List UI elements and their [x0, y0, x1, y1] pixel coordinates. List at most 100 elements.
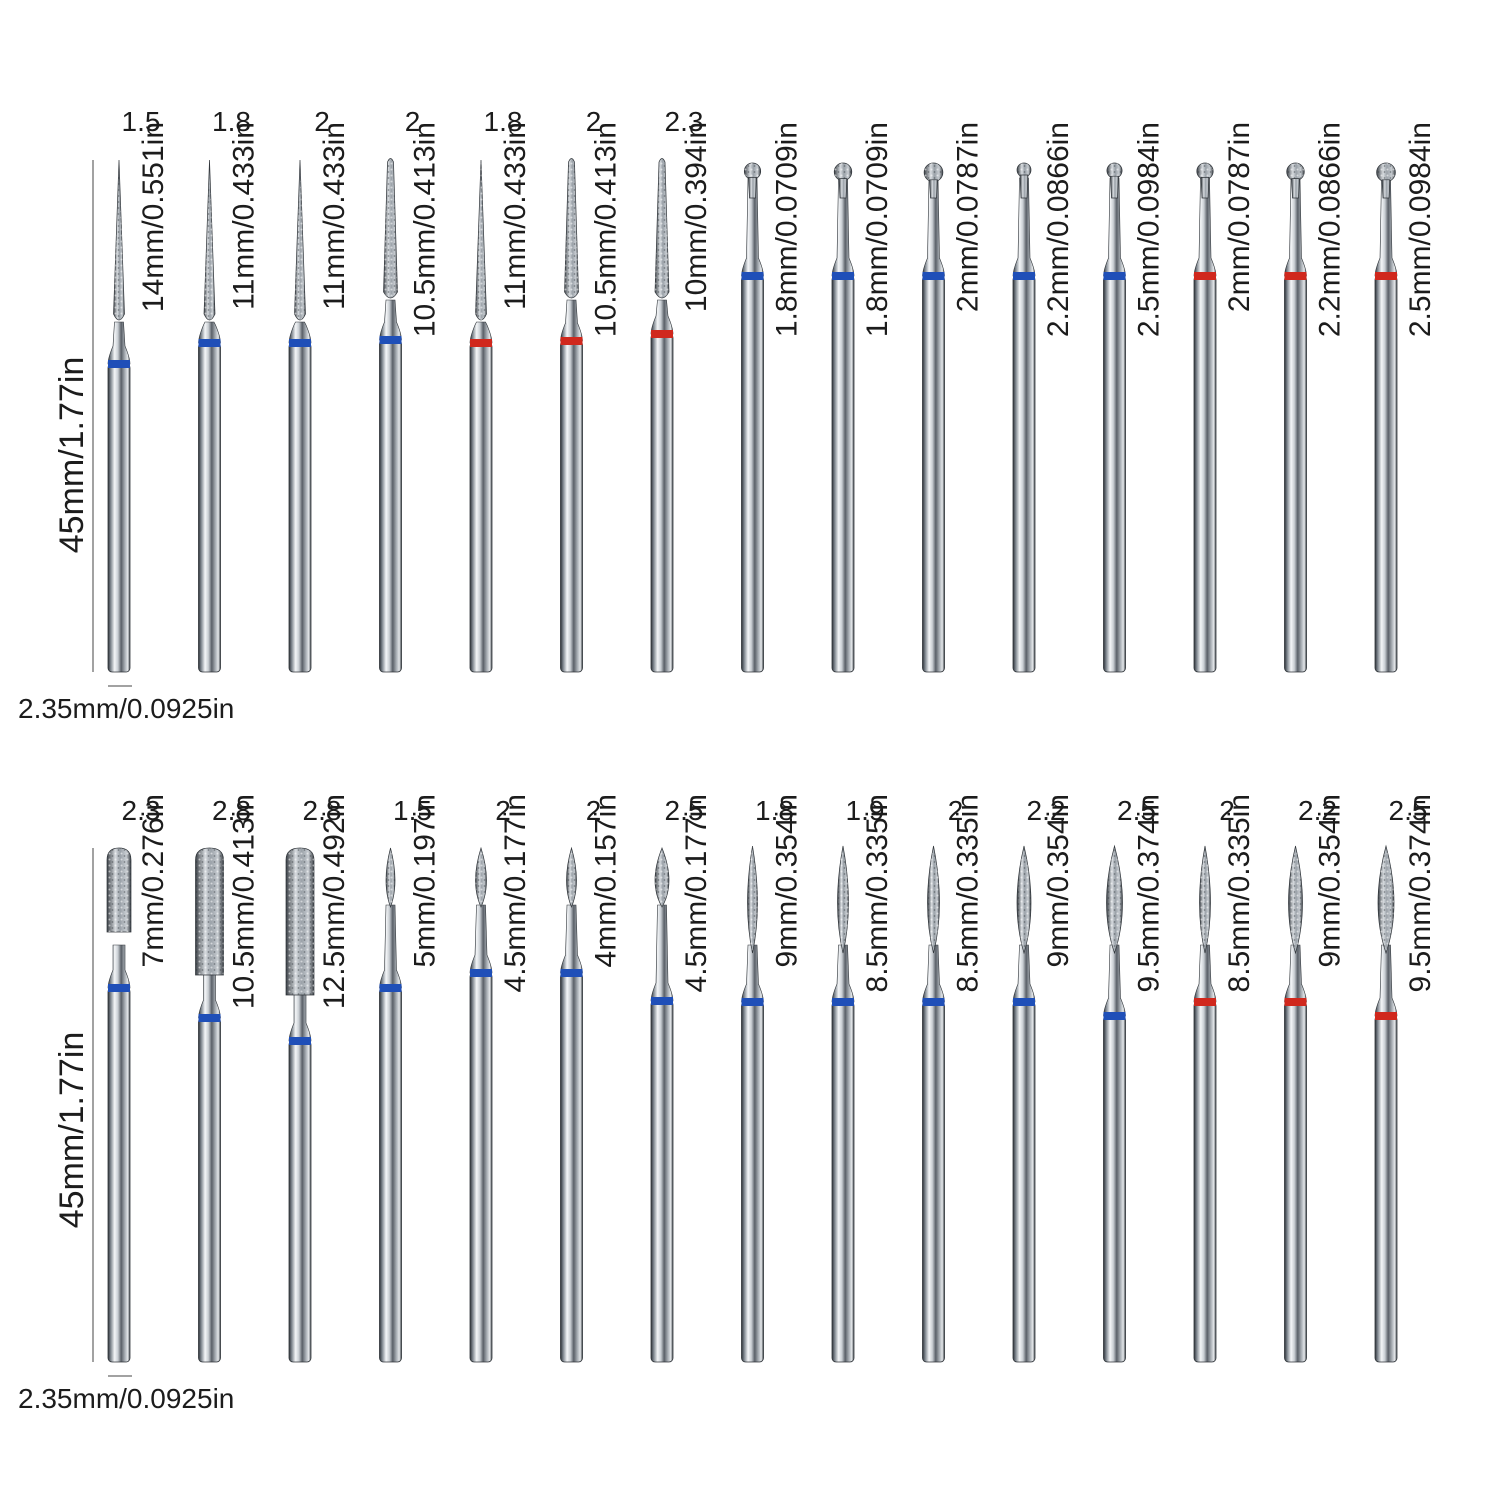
tip-diameter-label: 2.5: [1117, 795, 1156, 826]
grit-band-blue: [289, 1037, 311, 1045]
grit-texture: [286, 848, 314, 995]
drill-bit-2-9: 1.98.5mm/0.335in: [831, 794, 894, 1363]
grit-band-blue: [470, 969, 492, 977]
drill-bit-1-8: 1.8mm/0.0709in: [741, 122, 804, 673]
head-length-label: 8.5mm/0.335in: [952, 794, 985, 992]
grit-band-red: [560, 337, 583, 345]
bit-shank: [1012, 1001, 1036, 1363]
head-length-label: 10.5mm/0.413in: [590, 122, 623, 337]
drill-bit-1-11: 2.2mm/0.0866in: [1012, 122, 1075, 673]
bit-neck: [1193, 944, 1217, 1003]
bit-neck: [560, 299, 583, 342]
grit-band-red: [470, 339, 492, 347]
grit-texture: [383, 158, 398, 298]
head-length-label: 2mm/0.0787in: [952, 122, 985, 312]
grit-band-red: [651, 330, 673, 338]
bit-shank: [379, 987, 402, 1363]
shank-diameter-label: 2.35mm/0.0925in: [18, 693, 234, 724]
head-length-label: 2.2mm/0.0866in: [1042, 122, 1075, 337]
grit-texture: [475, 848, 487, 907]
grit-texture: [564, 158, 579, 298]
bit-shank: [650, 1000, 674, 1363]
overall-length-label: 45mm/1.77in: [53, 1032, 91, 1229]
grit-texture: [113, 160, 125, 320]
tip-diameter-label: 1.9: [846, 795, 885, 826]
shank-diameter-label: 2.35mm/0.0925in: [18, 1383, 234, 1414]
drill-bit-1-9: 1.8mm/0.0709in: [831, 122, 894, 673]
grit-texture: [1376, 163, 1396, 182]
grit-texture: [744, 163, 761, 180]
grit-band-blue: [922, 998, 945, 1006]
bit-head-ball: [1110, 175, 1119, 199]
head-length-label: 8.5mm/0.335in: [1223, 794, 1256, 992]
grit-texture: [566, 848, 577, 907]
bit-shank: [1193, 1001, 1217, 1363]
bit-head-ball: [838, 178, 848, 199]
bit-shank: [1284, 1001, 1307, 1363]
head-length-label: 9mm/0.354in: [771, 794, 804, 967]
drill-bit-2-3: 2.812.5mm/0.492in: [285, 794, 351, 1363]
head-length-label: 2mm/0.0787in: [1223, 122, 1256, 312]
grit-band-blue: [198, 1014, 221, 1022]
head-length-label: 9mm/0.354in: [1042, 794, 1075, 967]
bit-neck: [741, 944, 764, 1003]
grit-band-blue: [741, 998, 764, 1006]
bit-shank: [560, 972, 583, 1363]
grit-band-blue: [1013, 998, 1035, 1006]
drill-bit-2-2: 2.810.5mm/0.413in: [195, 794, 261, 1363]
bit-shank: [1374, 275, 1398, 673]
grit-band-blue: [379, 984, 402, 992]
head-length-label: 9mm/0.354in: [1314, 794, 1347, 967]
drill-bit-1-12: 2.5mm/0.0984in: [1103, 122, 1166, 673]
bit-row-2: 45mm/1.77in 2.35mm/0.0925in 2.37mm/0.276in…: [18, 794, 1437, 1414]
tip-diameter-label: 2.2: [1298, 795, 1337, 826]
drill-bit-2-15: 2.59.5mm/0.374in: [1374, 794, 1437, 1363]
bit-neck: [379, 904, 402, 989]
grit-band-red: [1284, 998, 1307, 1006]
grit-band-red: [1375, 1012, 1397, 1020]
tip-diameter-label: 2.3: [665, 106, 704, 137]
bit-shank: [379, 339, 402, 673]
bit-shank: [922, 275, 945, 673]
head-length-label: 4.5mm/0.177in: [680, 794, 713, 992]
tip-diameter-label: 2.5: [665, 795, 704, 826]
head-length-label: 11mm/0.433in: [318, 122, 351, 310]
bit-neck: [107, 944, 131, 989]
bit-shank: [560, 340, 583, 673]
bit-neck: [650, 299, 674, 335]
bit-neck: [1103, 944, 1126, 1017]
head-length-label: 5mm/0.197in: [409, 794, 442, 967]
bit-head-ball: [929, 179, 938, 199]
grit-band-blue: [1103, 272, 1126, 280]
grit-band-blue: [198, 339, 221, 347]
bit-shank: [469, 972, 493, 1363]
drill-bit-1-10: 2mm/0.0787in: [922, 122, 985, 673]
bit-shank: [288, 342, 312, 673]
grit-band-blue: [108, 984, 130, 992]
bit-head-ball: [1200, 177, 1210, 199]
grit-texture: [837, 846, 849, 953]
drill-bit-1-15: 2.5mm/0.0984in: [1374, 122, 1437, 673]
head-length-label: 9.5mm/0.374in: [1133, 794, 1166, 992]
head-length-label: 12.5mm/0.492in: [318, 794, 351, 1009]
head-length-label: 1.8mm/0.0709in: [771, 122, 804, 337]
bit-shank: [107, 363, 131, 673]
bit-neck: [107, 321, 131, 365]
tip-diameter-label: 1.8: [484, 106, 523, 137]
bit-neck: [922, 944, 945, 1003]
bit-shank: [1374, 1015, 1398, 1363]
tip-diameter-label: 2.2: [1027, 795, 1066, 826]
bit-head-ball: [1019, 174, 1029, 199]
tip-diameter-label: 1.5: [393, 795, 432, 826]
grit-band-blue: [289, 339, 311, 347]
grit-texture: [294, 160, 306, 320]
bit-row-1: 45mm/1.77in 2.35mm/0.0925in 1.514mm/0.551i…: [18, 106, 1437, 724]
bit-neck: [1374, 944, 1398, 1017]
grit-texture: [1017, 846, 1031, 953]
bit-head-ball: [1291, 178, 1300, 199]
tip-diameter-label: 2.8: [303, 795, 342, 826]
